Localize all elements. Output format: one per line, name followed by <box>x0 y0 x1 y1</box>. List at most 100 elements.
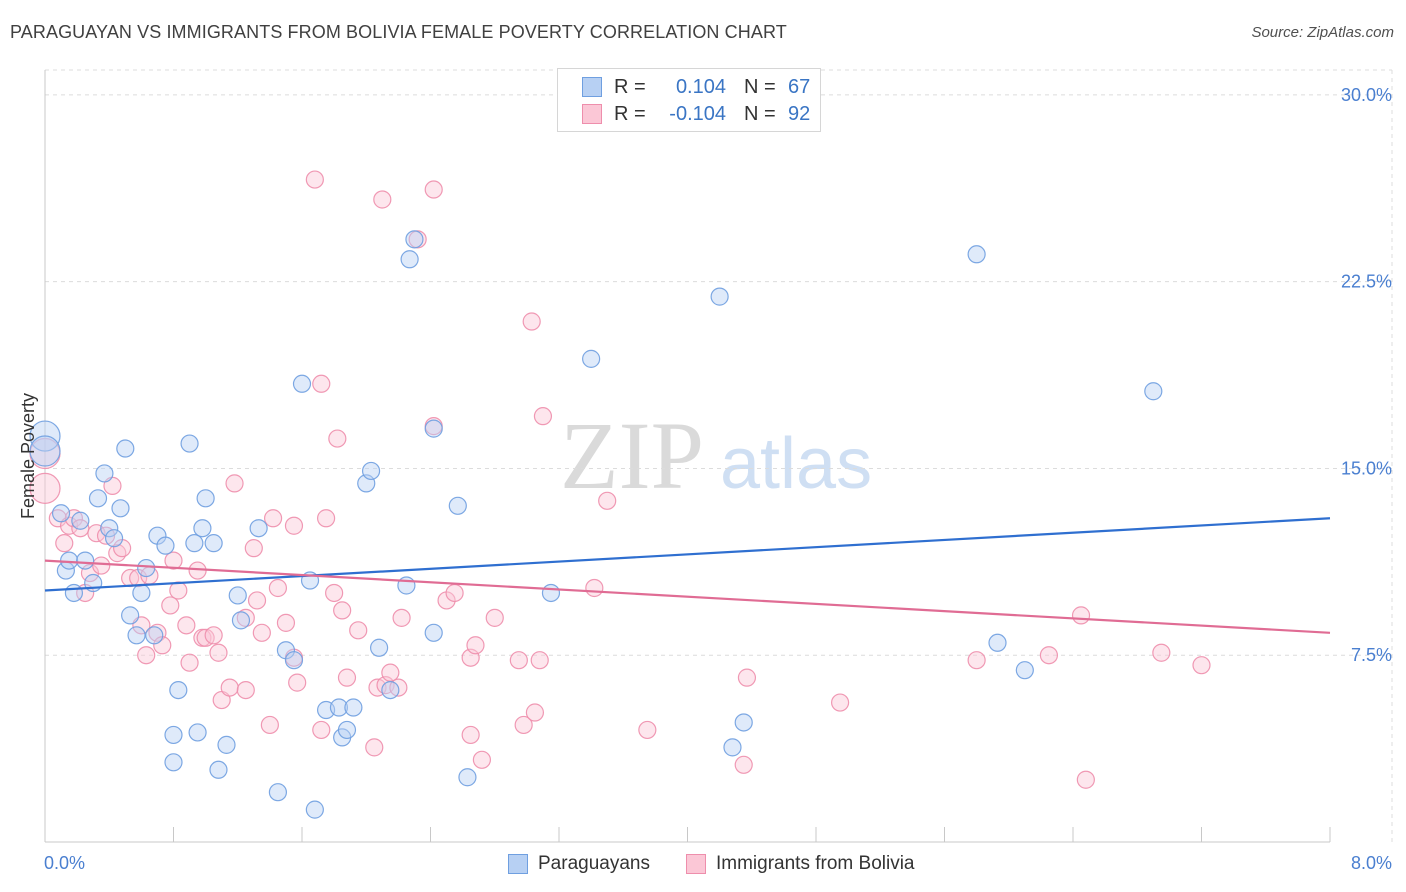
point-bolivia <box>967 651 986 670</box>
point-bolivia <box>236 680 255 700</box>
point-paraguayans <box>64 583 84 603</box>
point-bolivia <box>830 693 850 712</box>
point-paraguayans <box>329 698 349 717</box>
point-paraguayans <box>381 680 400 700</box>
y-tick-label: 7.5% <box>1351 645 1392 665</box>
point-paraguayans <box>169 680 188 700</box>
point-paraguayans <box>967 245 986 264</box>
point-paraguayans <box>88 489 108 508</box>
legend-swatch-blue <box>582 77 602 97</box>
point-bolivia <box>1071 606 1091 625</box>
legend-row-paraguayans: R = 0.104 N = 67 <box>582 74 810 100</box>
point-paraguayans <box>424 623 443 642</box>
point-bolivia <box>445 583 464 603</box>
point-bolivia <box>472 750 491 769</box>
point-bolivia <box>177 616 196 635</box>
point-paraguayans <box>1144 382 1163 401</box>
point-bolivia <box>737 668 757 687</box>
x-tick-label: 0.0% <box>44 853 85 873</box>
point-bolivia <box>169 581 188 600</box>
y-tick-label: 15.0% <box>1341 458 1392 478</box>
legend-r-label: R = <box>614 75 646 98</box>
point-paraguayans <box>100 519 119 538</box>
point-bolivia <box>244 539 263 558</box>
point-bolivia <box>220 678 239 697</box>
point-paraguayans <box>361 461 381 481</box>
point-bolivia <box>514 715 533 735</box>
point-paraguayans <box>111 499 130 518</box>
trend-line-paraguayans <box>44 517 1331 592</box>
y-tick-label: 30.0% <box>1341 85 1392 105</box>
point-paraguayans <box>104 529 124 548</box>
watermark-atlas: atlas <box>720 424 872 504</box>
point-paraguayans <box>337 720 357 740</box>
point-paraguayans <box>180 434 199 453</box>
x-tick-label: 8.0% <box>1351 853 1392 873</box>
point-bolivia <box>373 190 392 209</box>
point-bolivia <box>225 474 244 493</box>
point-paraguayans <box>145 626 164 645</box>
legend-swatch-pink <box>582 104 602 124</box>
point-paraguayans <box>370 638 389 657</box>
point-bolivia <box>137 646 156 665</box>
chart-source: Source: ZipAtlas.com <box>1251 24 1394 41</box>
point-paraguayans <box>988 633 1007 652</box>
point-bolivia <box>236 608 255 627</box>
point-bolivia <box>585 578 604 598</box>
correlation-legend: R = 0.104 N = 67 R = -0.104 N = 92 <box>557 68 821 132</box>
point-bolivia <box>381 663 400 682</box>
point-paraguayans <box>116 439 135 458</box>
bottom-legend-swatch-pink <box>686 854 706 874</box>
point-paraguayans <box>204 534 223 553</box>
point-bolivia <box>325 583 344 603</box>
tick-labels: 7.5% 15.0% 22.5% 30.0% 0.0% 8.0% <box>44 85 1392 873</box>
point-bolivia <box>1076 770 1095 789</box>
point-paraguayans <box>164 753 183 772</box>
point-paraguayans <box>268 783 288 802</box>
point-bolivia <box>638 720 657 740</box>
point-bolivia <box>204 626 223 645</box>
point-paraguayans <box>137 558 156 578</box>
bottom-legend-swatch-blue <box>508 854 528 874</box>
point-paraguayans <box>156 536 175 555</box>
point-bolivia <box>263 509 283 528</box>
y-axis-label: Female Poverty <box>18 393 38 519</box>
point-paraguayans <box>51 504 71 523</box>
legend-n-label: N = <box>744 102 776 125</box>
chart-title: PARAGUAYAN VS IMMIGRANTS FROM BOLIVIA FE… <box>10 22 787 42</box>
point-bolivia <box>260 715 279 735</box>
point-paraguayans <box>196 489 215 508</box>
point-paraguayans <box>284 651 304 670</box>
point-bolivia <box>247 591 267 610</box>
trend-lines <box>44 517 1331 634</box>
point-bolivia <box>533 407 553 426</box>
point-bolivia <box>1039 646 1059 665</box>
watermark-zip: ZIP <box>560 402 704 509</box>
point-bolivia <box>522 312 541 331</box>
point-bolivia <box>312 374 331 393</box>
point-bolivia <box>734 755 753 774</box>
bottom-legend-paraguayans: Paraguayans <box>508 852 650 876</box>
trend-line-bolivia <box>44 559 1331 634</box>
point-paraguayans <box>76 551 95 570</box>
point-bolivia <box>55 534 74 553</box>
point-bolivia <box>328 429 347 448</box>
point-bolivia <box>1152 643 1171 662</box>
point-bolivia <box>29 472 61 504</box>
point-paraguayans <box>541 583 561 603</box>
point-bolivia <box>509 651 528 670</box>
point-paraguayans <box>95 464 114 483</box>
point-paraguayans <box>249 519 268 538</box>
point-bolivia <box>530 651 549 670</box>
bottom-legend-label: Paraguayans <box>538 853 650 874</box>
point-bolivia <box>337 668 357 687</box>
point-paraguayans <box>344 698 363 717</box>
point-bolivia <box>268 578 288 598</box>
point-paraguayans <box>228 586 247 605</box>
point-paraguayans <box>209 760 228 779</box>
point-bolivia <box>284 516 304 535</box>
legend-r-value: 0.104 <box>675 75 726 98</box>
point-paraguayans <box>193 519 212 538</box>
point-bolivia <box>92 556 111 575</box>
